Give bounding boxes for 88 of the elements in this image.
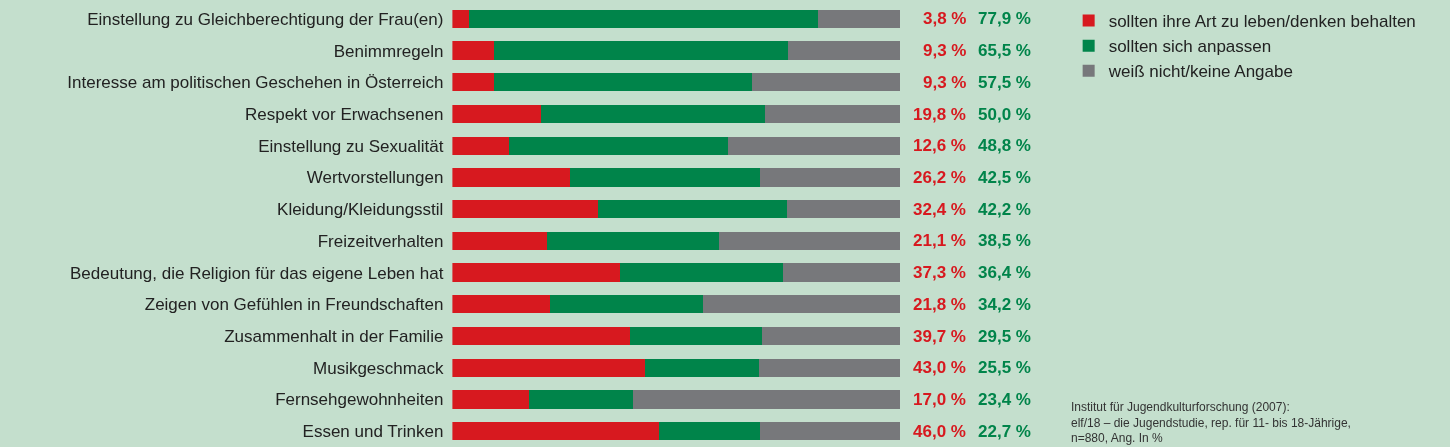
bar bbox=[786, 199, 901, 219]
bar bbox=[528, 390, 634, 409]
bar bbox=[494, 41, 788, 60]
bar bbox=[546, 231, 720, 251]
data-label: 21,8 % bbox=[913, 295, 966, 314]
data-label: 43,0 % bbox=[913, 358, 966, 377]
data-label: 34,2 % bbox=[978, 295, 1031, 314]
bar bbox=[452, 41, 495, 60]
bar bbox=[452, 73, 495, 92]
bar bbox=[452, 231, 547, 251]
y-tick-label: Kleidung/Kleidungsstil bbox=[277, 200, 444, 220]
data-label: 46,0 % bbox=[913, 422, 966, 441]
bar bbox=[760, 168, 901, 187]
bar bbox=[452, 199, 598, 219]
data-label: 77,9 % bbox=[978, 9, 1031, 28]
bar bbox=[760, 421, 901, 441]
data-label: 29,5 % bbox=[978, 327, 1031, 346]
bar bbox=[494, 73, 752, 92]
data-label: 50,0 % bbox=[978, 105, 1031, 124]
bar bbox=[818, 9, 901, 29]
data-label: 9,3 % bbox=[923, 41, 967, 60]
bar bbox=[619, 263, 783, 282]
y-tick-label: Wertvorstellungen bbox=[306, 168, 444, 188]
bar bbox=[759, 358, 901, 377]
bar bbox=[508, 136, 728, 155]
data-label: 57,5 % bbox=[978, 73, 1031, 92]
data-label: 37,3 % bbox=[913, 263, 966, 282]
data-label: 21,1 % bbox=[913, 231, 966, 250]
data-label: 23,4 % bbox=[978, 390, 1031, 409]
y-tick-label: Essen und Trinken bbox=[302, 422, 444, 442]
bar bbox=[727, 136, 901, 155]
data-label: 17,0 % bbox=[913, 390, 966, 409]
bar bbox=[719, 231, 901, 251]
y-tick-label: Einstellung zu Sexualität bbox=[258, 136, 444, 156]
data-label: 12,6 % bbox=[913, 136, 966, 155]
data-label: 19,8 % bbox=[913, 105, 966, 124]
y-tick-label: Fernsehgewohnheiten bbox=[275, 390, 444, 410]
bar bbox=[452, 9, 470, 29]
data-label: 42,2 % bbox=[978, 200, 1031, 219]
data-label: 32,4 % bbox=[913, 200, 966, 219]
bar bbox=[452, 295, 551, 314]
legend-label: sollten sich anpassen bbox=[1108, 37, 1272, 57]
data-label: 9,3 % bbox=[923, 73, 967, 92]
bar bbox=[762, 326, 901, 346]
data-label: 38,5 % bbox=[978, 231, 1031, 250]
data-label: 26,2 % bbox=[913, 168, 966, 187]
bar bbox=[633, 390, 901, 409]
bar bbox=[452, 421, 659, 441]
bar bbox=[452, 168, 570, 187]
bar bbox=[569, 168, 761, 187]
y-tick-label: Bedeutung, die Religion für das eigene Leben hat bbox=[70, 263, 444, 283]
data-label: 25,5 % bbox=[978, 358, 1031, 377]
bar bbox=[452, 358, 646, 377]
data-label: 36,4 % bbox=[978, 263, 1031, 282]
bar bbox=[452, 104, 542, 124]
bar bbox=[645, 358, 760, 377]
legend-label: sollten ihre Art zu leben/denken behalten bbox=[1108, 12, 1416, 32]
legend-label: weiß nicht/keine Angabe bbox=[1107, 62, 1293, 82]
bar bbox=[751, 73, 901, 92]
data-label: 42,5 % bbox=[978, 168, 1031, 187]
y-tick-label: Freizeitverhalten bbox=[317, 231, 444, 251]
bar bbox=[452, 263, 620, 282]
bar bbox=[782, 263, 901, 282]
bar bbox=[703, 295, 901, 314]
data-label: 3,8 % bbox=[923, 9, 967, 28]
y-tick-label: Benimmregeln bbox=[333, 41, 444, 61]
data-label: 65,5 % bbox=[978, 41, 1031, 60]
bar bbox=[452, 136, 509, 155]
y-tick-label: Interesse am politischen Geschehen in Österreich bbox=[67, 73, 444, 93]
bar bbox=[550, 295, 704, 314]
bar bbox=[630, 326, 763, 346]
data-label: 48,8 % bbox=[978, 136, 1031, 155]
bar bbox=[658, 421, 761, 441]
text: Institut für Jugendkulturforschung (2007): elf/18 – die Jugendstudie, rep. für 11- bis 18-Jährige, n=880, Ang. In % bbox=[1071, 400, 1351, 446]
bar bbox=[765, 104, 901, 124]
bar bbox=[469, 9, 819, 29]
y-tick-label: Einstellung zu Gleichberechtigung der Frau(en) bbox=[87, 9, 444, 29]
bar bbox=[787, 41, 901, 60]
bar bbox=[452, 326, 631, 346]
bar bbox=[452, 390, 529, 409]
y-tick-label: Zusammenhalt in der Familie bbox=[224, 326, 444, 346]
data-label: 22,7 % bbox=[978, 422, 1031, 441]
bar bbox=[541, 104, 766, 124]
y-tick-label: Musikgeschmack bbox=[313, 358, 444, 378]
y-tick-label: Respekt vor Erwachsenen bbox=[244, 104, 444, 124]
bar bbox=[597, 199, 787, 219]
y-tick-label: Zeigen von Gefühlen in Freundschaften bbox=[144, 295, 444, 315]
data-label: 39,7 % bbox=[913, 327, 966, 346]
